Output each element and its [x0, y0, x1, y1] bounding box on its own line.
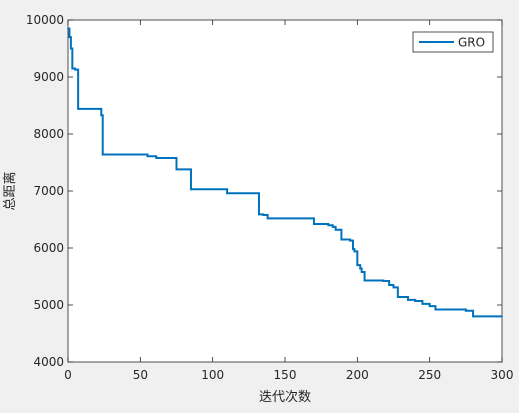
data-point: [266, 217, 269, 220]
y-axis-label: 总距离: [2, 171, 18, 210]
data-point: [262, 214, 265, 216]
data-point: [190, 188, 192, 191]
data-point: [349, 239, 351, 242]
data-point: [501, 315, 503, 318]
data-point: [414, 300, 417, 302]
data-point: [392, 286, 395, 289]
x-tick-label: 100: [201, 368, 224, 382]
data-point: [353, 250, 356, 253]
data-point: [396, 296, 399, 298]
y-tick-label: 7000: [33, 184, 64, 198]
data-point: [438, 308, 441, 311]
data-point: [382, 280, 385, 282]
y-tick-label: 9000: [33, 70, 64, 84]
x-tick-label: 200: [346, 368, 369, 382]
data-point: [175, 168, 178, 171]
data-point: [464, 309, 467, 312]
data-point: [98, 108, 101, 110]
data-point: [388, 284, 391, 286]
x-tick-label: 150: [274, 368, 297, 382]
data-point: [100, 114, 103, 117]
data-point: [407, 298, 409, 301]
data-point: [331, 226, 334, 228]
x-tick-label: 50: [133, 368, 148, 382]
data-point: [363, 279, 366, 282]
data-point: [226, 192, 229, 195]
data-point: [258, 213, 260, 216]
y-tick-label: 6000: [33, 241, 64, 255]
data-point: [77, 108, 80, 110]
x-tick-label: 0: [64, 368, 72, 382]
data-point: [359, 267, 362, 270]
y-tick-label: 10000: [26, 13, 64, 27]
y-axis: 4000 5000 6000 7000 8000 9000 10000: [26, 13, 502, 369]
data-point: [360, 271, 363, 273]
y-tick-label: 5000: [33, 298, 64, 312]
data-point: [428, 305, 431, 308]
y-tick-label: 4000: [33, 355, 64, 369]
data-point: [340, 238, 343, 241]
plot-area: [67, 19, 503, 363]
data-point: [146, 155, 149, 158]
data-point: [472, 315, 474, 318]
x-tick-label: 300: [491, 368, 514, 382]
legend-label-gro: GRO: [458, 36, 485, 50]
data-point: [69, 47, 72, 50]
data-point: [71, 67, 74, 70]
x-tick-label: 250: [418, 368, 441, 382]
data-point: [155, 157, 158, 159]
x-axis: 0 50 100 150 200 250 300: [64, 20, 513, 382]
data-point: [327, 224, 330, 227]
x-axis-label: 迭代次数: [259, 389, 311, 405]
data-point: [421, 302, 424, 305]
data-point: [334, 228, 337, 231]
data-point: [356, 264, 359, 266]
data-point: [101, 153, 104, 156]
data-point: [352, 248, 354, 251]
data-point: [67, 27, 69, 30]
y-tick-label: 8000: [33, 127, 64, 141]
series-layer: [67, 27, 503, 318]
data-point: [313, 223, 315, 225]
data-point: [434, 308, 437, 311]
data-point: [68, 36, 71, 38]
data-point: [74, 68, 77, 71]
legend: GRO: [412, 31, 494, 53]
